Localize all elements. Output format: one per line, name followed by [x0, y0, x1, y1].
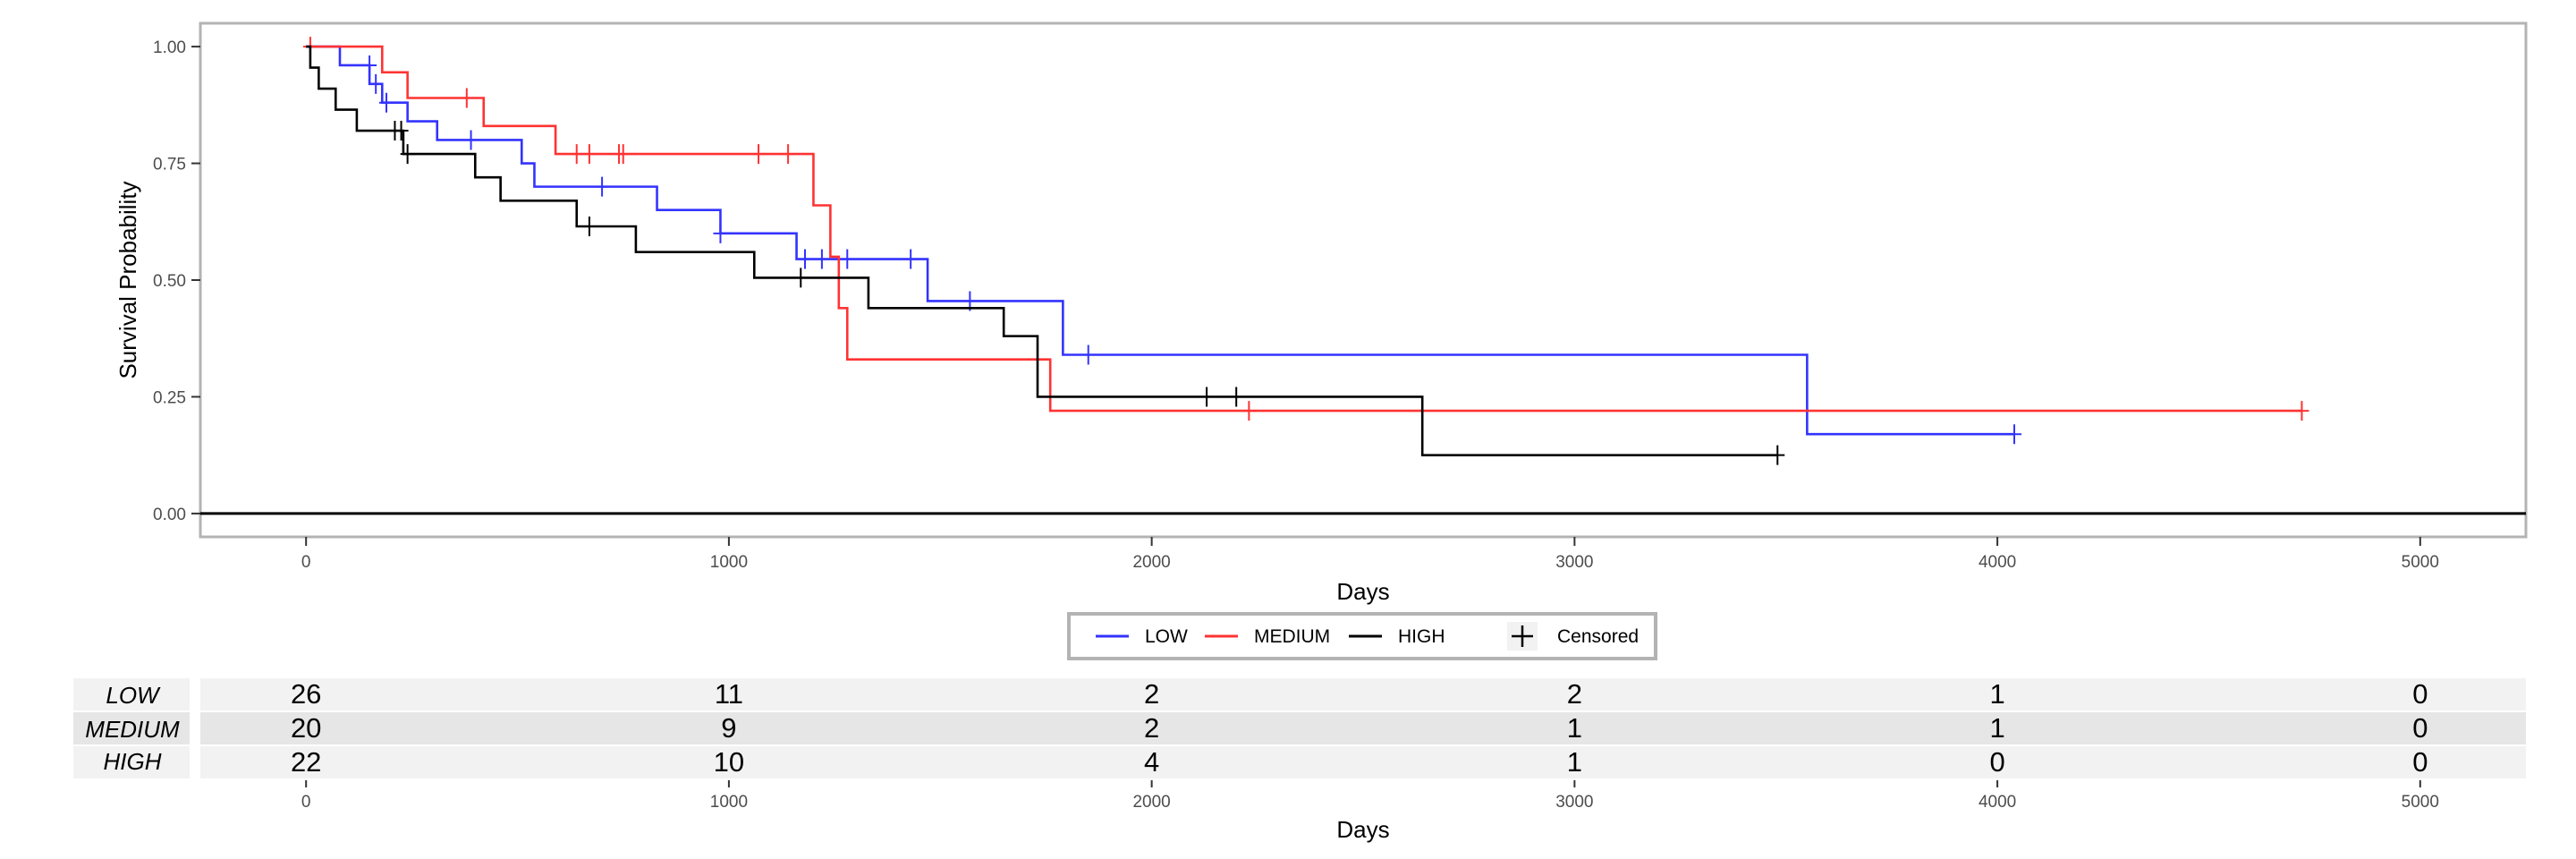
- censor-mark-medium: [1241, 401, 1257, 421]
- risk-row-label-medium: MEDIUM: [85, 716, 180, 743]
- risk-value-low: 2: [1567, 678, 1582, 710]
- risk-value-medium: 9: [721, 712, 736, 744]
- censor-mark-low: [840, 249, 855, 269]
- censor-mark-high: [581, 216, 597, 236]
- y-tick-label: 0.00: [153, 506, 186, 524]
- risk-value-low: 0: [2412, 678, 2428, 710]
- risk-value-medium: 1: [1989, 712, 2004, 744]
- risk-x-tick-label: 1000: [710, 793, 748, 812]
- risk-table-x-axis-title: Days: [1336, 816, 1389, 843]
- censor-mark-low: [595, 176, 610, 197]
- risk-label-bg-medium: [73, 712, 190, 744]
- legend-label-medium: MEDIUM: [1254, 626, 1330, 647]
- legend-label-censored: Censored: [1557, 626, 1639, 647]
- survival-plot: 0.00 0.25 0.50 0.75 1.00 0 1000 2000 3000 4000 50…: [114, 21, 2528, 605]
- risk-value-medium: 20: [291, 712, 321, 744]
- y-tick-label: 0.25: [153, 388, 186, 407]
- risk-x-tick-label: 0: [301, 793, 311, 812]
- censor-mark-medium: [615, 144, 631, 165]
- censor-mark-medium: [459, 88, 474, 108]
- risk-value-low: 2: [1144, 678, 1159, 710]
- risk-x-tick-label: 5000: [2402, 793, 2439, 812]
- survival-curve-medium: [306, 45, 2302, 412]
- risk-value-high: 10: [714, 746, 744, 778]
- risk-value-low: 1: [1989, 678, 2004, 710]
- risk-value-high: 0: [1989, 746, 2004, 778]
- censor-mark-low: [2007, 424, 2021, 445]
- risk-row-bg-medium: [200, 712, 2526, 744]
- x-tick-label: 2000: [1132, 553, 1170, 572]
- risk-table: LOW MEDIUM HIGH 26 11 2 2 1 020 9 2 1 1 022 10 4 1 0 0 …: [73, 678, 2526, 843]
- risk-row-bg-low: [200, 678, 2526, 710]
- risk-x-tick-label: 3000: [1555, 793, 1593, 812]
- censor-mark-high: [394, 121, 409, 141]
- y-tick-label: 0.50: [153, 272, 186, 291]
- risk-x-tick-label: 4000: [1979, 793, 2016, 812]
- legend-censored-mark-icon: [1512, 625, 1533, 647]
- censor-mark-low: [798, 249, 812, 269]
- risk-value-high: 4: [1144, 746, 1159, 778]
- risk-row-bg-high: [200, 746, 2526, 778]
- censor-mark-low: [362, 55, 377, 75]
- risk-value-high: 1: [1567, 746, 1582, 778]
- censor-mark-high: [400, 144, 415, 165]
- censor-mark-medium: [751, 144, 766, 165]
- censor-mark-low: [1080, 344, 1096, 365]
- x-tick-label: 0: [301, 553, 311, 572]
- risk-row-label-high: HIGH: [104, 748, 162, 775]
- y-tick-label: 0.75: [153, 156, 186, 174]
- censor-mark-high: [793, 268, 809, 288]
- censor-mark-high: [1770, 445, 1785, 465]
- x-axis-title: Days: [1336, 578, 1389, 605]
- risk-label-bg-high: [73, 746, 190, 778]
- risk-label-bg-low: [73, 678, 190, 710]
- censor-mark-medium: [2294, 401, 2309, 421]
- risk-value-high: 0: [2412, 746, 2428, 778]
- x-tick-label: 5000: [2402, 553, 2439, 572]
- risk-row-label-low: LOW: [106, 682, 161, 709]
- censor-mark-medium: [569, 144, 584, 165]
- x-tick-label: 1000: [710, 553, 748, 572]
- x-tick-label: 4000: [1979, 553, 2016, 572]
- risk-value-medium: 2: [1144, 712, 1159, 744]
- censor-mark-low: [369, 73, 384, 94]
- censor-mark-low: [814, 249, 829, 269]
- censor-mark-medium: [781, 144, 796, 165]
- legend-label-low: LOW: [1145, 626, 1188, 647]
- censor-mark-medium: [581, 144, 597, 165]
- y-axis-title: Survival Probability: [114, 181, 141, 378]
- censor-mark-high: [1199, 387, 1215, 407]
- risk-x-tick-label: 2000: [1132, 793, 1170, 812]
- censor-mark-low: [903, 249, 919, 269]
- censor-mark-low: [463, 130, 479, 150]
- y-tick-label: 1.00: [153, 38, 186, 57]
- censor-mark-low: [379, 92, 394, 113]
- risk-value-medium: 0: [2412, 712, 2428, 744]
- risk-value-low: 26: [291, 678, 321, 710]
- risk-value-medium: 1: [1567, 712, 1582, 744]
- risk-value-high: 22: [291, 746, 321, 778]
- censor-mark-low: [713, 223, 728, 243]
- risk-value-low: 11: [715, 678, 743, 710]
- plot-panel: [199, 21, 2528, 539]
- legend-label-high: HIGH: [1398, 626, 1445, 647]
- censor-mark-high: [1229, 387, 1244, 407]
- legend: LOW MEDIUM HIGH Censored: [1067, 612, 1657, 660]
- survival-curve-high: [306, 45, 1778, 456]
- x-tick-label: 3000: [1555, 553, 1593, 572]
